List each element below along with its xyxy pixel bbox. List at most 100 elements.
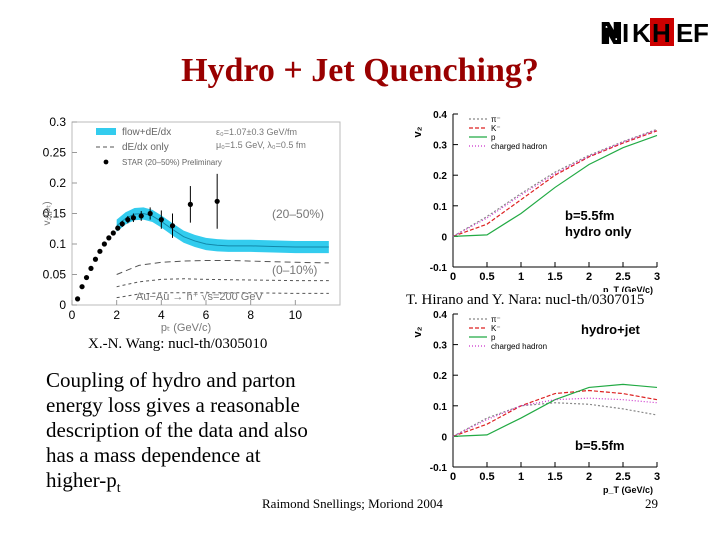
hydro-legend-3: p xyxy=(491,133,496,142)
wang-legend-1: flow+dE/dx xyxy=(122,127,171,138)
wang-annotation-0-10: (0–10%) xyxy=(272,263,317,277)
jet-xtick-label: 0 xyxy=(450,471,456,483)
footer-credit: Raimond Snellings; Moriond 2004 xyxy=(262,496,443,511)
wang-data-point xyxy=(119,221,125,227)
wang-data-point xyxy=(74,296,81,302)
wang-annotation-system: Au−Au → h⁺ √s=200 GeV xyxy=(136,291,263,303)
wang-data-point xyxy=(88,265,94,271)
jet-annotation-2: b=5.5fm xyxy=(575,438,625,453)
page-number: 29 xyxy=(645,496,658,511)
hydro-xtick-label: 1 xyxy=(518,271,524,283)
hydro-xtick-label: 0.5 xyxy=(479,271,494,283)
logo-letter-n: N xyxy=(602,18,621,48)
jet-xtick-label: 2 xyxy=(586,471,592,483)
hydro-annotation-1: b=5.5fm xyxy=(565,208,615,223)
wang-series-dashed-1 xyxy=(116,259,329,275)
wang-data-point xyxy=(110,230,116,236)
hydro-legend-4: charged hadron xyxy=(491,142,547,151)
wang-ytick-label: 0.3 xyxy=(49,115,66,129)
hydro-legend-1: π⁻ xyxy=(491,115,501,124)
wang-data-point xyxy=(130,215,137,221)
jet-xtick-label: 1.5 xyxy=(547,471,562,483)
jet-xlabel: p_T (GeV/c) xyxy=(603,485,653,495)
wang-ytick-label: 0.15 xyxy=(43,207,67,221)
wang-xtick-label: 2 xyxy=(113,308,120,322)
wang-ytick-label: 0 xyxy=(59,298,66,312)
hydro-ytick-label: 0.4 xyxy=(433,110,447,121)
hydro-xtick-label: 2 xyxy=(586,271,592,283)
jet-ylabel: v₂ xyxy=(412,326,424,337)
jet-legend-2: K⁻ xyxy=(491,324,501,333)
wang-data-point xyxy=(83,274,90,281)
body-last-main: higher-p xyxy=(46,468,117,492)
body-line: energy loss gives a reasonable xyxy=(46,393,300,417)
wang-annotation-20-50: (20–50%) xyxy=(272,207,324,221)
wang-data-point xyxy=(214,198,220,204)
jet-series-2 xyxy=(452,389,658,437)
body-last-sub: t xyxy=(116,481,121,497)
wang-data-point xyxy=(101,241,107,247)
wang-ytick-label: 0.2 xyxy=(49,176,66,190)
nikhef-logo: N I K H E F xyxy=(600,14,712,50)
wang-legend-swatch-band xyxy=(96,128,116,135)
jet-series-1 xyxy=(452,402,658,437)
hydro-ytick-label: -0.1 xyxy=(430,263,448,274)
nikhef-logo-graphic: N I K H E F xyxy=(600,16,709,50)
jet-xtick-label: 3 xyxy=(654,471,660,483)
wang-data-point xyxy=(106,235,112,241)
wang-data-point xyxy=(158,217,164,223)
wang-legend-swatch-point xyxy=(103,159,109,165)
wang-legend-param-2: μ₀=1.5 GeV, λ₀=0.5 fm xyxy=(216,140,306,150)
hydro-xtick-label: 2.5 xyxy=(615,271,630,283)
hydro-xtick-label: 3 xyxy=(654,271,660,283)
wang-series-dashed-2 xyxy=(116,278,329,288)
hydro-ytick-label: 0.3 xyxy=(433,141,447,152)
wang-legend-param-1: ε₀=1.07±0.3 GeV/fm xyxy=(216,127,297,137)
logo-letter-h: H xyxy=(652,18,671,48)
wang-xtick-label: 0 xyxy=(69,308,76,322)
wang-ylabel: v₂(pₜ) xyxy=(42,201,53,225)
wang-data-point xyxy=(187,201,193,207)
jet-legend-4: charged hadron xyxy=(491,342,547,351)
wang-data-point xyxy=(115,225,121,231)
hydro-ytick-label: 0 xyxy=(441,232,447,243)
wang-ytick-label: 0.05 xyxy=(43,268,67,282)
hirano-hydro-jet-chart: -0.100.10.20.30.40 0.5 1 1.5 2 2.5 3p_T (GeV/c… xyxy=(412,310,660,495)
logo-letter-k: K xyxy=(632,18,651,48)
hydro-xlabel: p_T (GeV/c) xyxy=(603,285,653,295)
wang-data-point xyxy=(97,248,103,254)
hirano-reference: T. Hirano and Y. Nara: nucl-th/0307015 xyxy=(404,292,647,309)
body-line: has a mass dependence at xyxy=(46,443,261,467)
logo-letter-f: F xyxy=(693,18,709,48)
wang-xtick-label: 6 xyxy=(203,308,210,322)
hydro-xtick-label: 1.5 xyxy=(547,271,562,283)
wang-data-point xyxy=(79,284,85,290)
wang-legend-3: STAR (20–50%) Preliminary xyxy=(122,158,222,167)
jet-xtick-label: 1 xyxy=(518,471,524,483)
jet-ytick-label: 0.2 xyxy=(433,371,447,382)
jet-legend-3: p xyxy=(491,333,496,342)
jet-ytick-label: 0.3 xyxy=(433,341,447,352)
hydro-jet-plot-area: -0.100.10.20.30.40 0.5 1 1.5 2 2.5 3p_T (GeV/c… xyxy=(412,310,660,495)
hydro-ytick-label: 0.1 xyxy=(433,202,447,213)
logo-letter-e: E xyxy=(676,18,693,48)
body-text: Coupling of hydro and parton energy loss… xyxy=(46,368,376,501)
wang-plot-area: 0 0.05 0.1 0.15 0.2 0.25 0.3 0 2 4 6 8 10 pₜ (GeV/c) v… xyxy=(42,115,341,334)
body-line: Coupling of hydro and parton xyxy=(46,368,296,392)
wang-data-point xyxy=(125,217,131,223)
wang-data-point xyxy=(169,223,176,229)
wang-data-point xyxy=(147,210,153,217)
wang-xlabel: pₜ (GeV/c) xyxy=(161,322,211,334)
wang-legend-2: dE/dx only xyxy=(122,142,169,153)
jet-annotation-1: hydro+jet xyxy=(581,322,641,337)
wang-ytick-label: 0.25 xyxy=(43,146,67,160)
wang-v2-chart: 0 0.05 0.1 0.15 0.2 0.25 0.3 0 2 4 6 8 10 pₜ (GeV/c) v… xyxy=(42,115,341,334)
hydro-ytick-label: 0.2 xyxy=(433,171,447,182)
body-line-last: higher-pt xyxy=(46,468,376,501)
wang-xtick-label: 10 xyxy=(289,308,303,322)
hirano-hydro-only-chart: -0.100.10.20.30.40 0.5 1 1.5 2 2.5 3p_T (GeV/c… xyxy=(412,110,660,295)
hydro-ylabel: v₂ xyxy=(412,126,424,137)
jet-series-3 xyxy=(452,383,658,437)
jet-ytick-label: 0.1 xyxy=(433,402,447,413)
wang-data-point xyxy=(92,256,99,262)
